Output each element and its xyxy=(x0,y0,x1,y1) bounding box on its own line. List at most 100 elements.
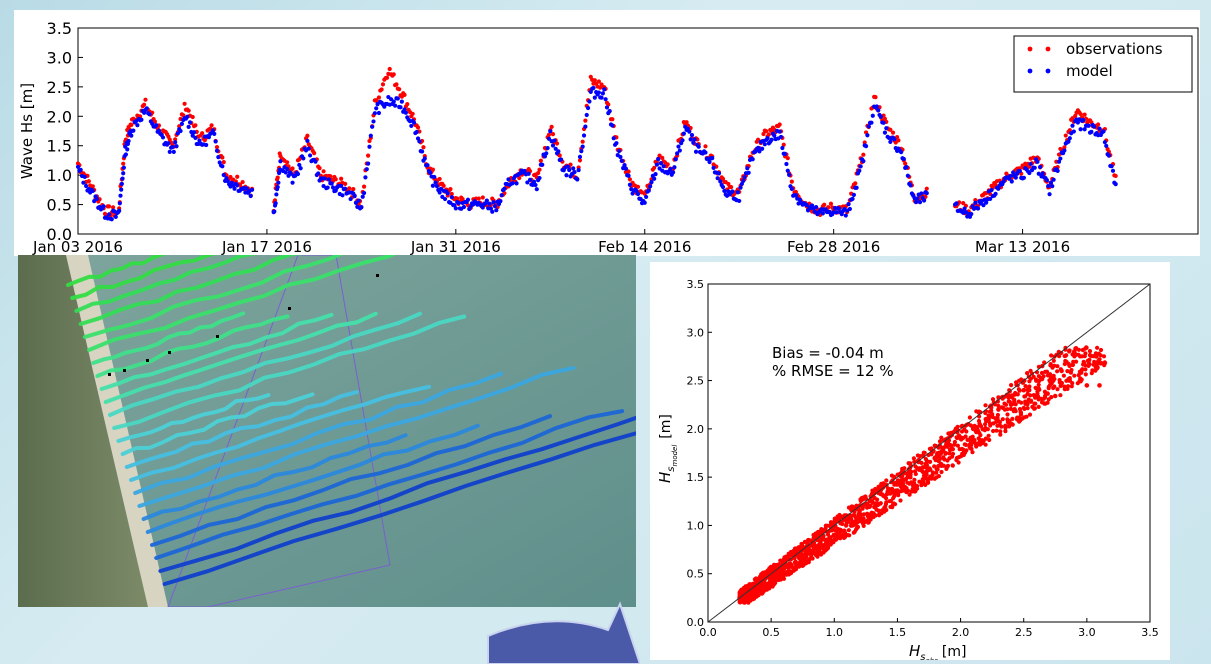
model-point xyxy=(921,198,927,203)
model-point xyxy=(996,186,1001,191)
legend-marker xyxy=(1045,46,1051,52)
data-point xyxy=(870,512,875,517)
legend-marker xyxy=(1045,68,1051,74)
model-point xyxy=(364,167,369,172)
data-point xyxy=(1022,406,1027,411)
model-point xyxy=(614,141,619,146)
model-point xyxy=(688,137,693,142)
model-point xyxy=(649,180,654,185)
model-point xyxy=(1056,159,1062,164)
model-point xyxy=(617,148,622,154)
model-point xyxy=(646,188,651,193)
model-point xyxy=(374,106,379,111)
model-point xyxy=(414,129,419,135)
model-point xyxy=(735,190,740,195)
data-point xyxy=(762,577,767,582)
model-point xyxy=(499,193,504,198)
land-area xyxy=(18,255,148,607)
data-point xyxy=(957,433,962,438)
data-point xyxy=(939,461,944,466)
observation-point xyxy=(376,95,382,100)
transect-line xyxy=(108,311,422,417)
model-point xyxy=(1113,181,1118,187)
data-point xyxy=(868,503,873,508)
model-point xyxy=(154,123,159,128)
data-point xyxy=(939,435,944,440)
observation-point xyxy=(592,78,597,83)
model-point xyxy=(585,105,591,111)
model-point xyxy=(777,129,782,134)
data-point xyxy=(759,572,764,577)
model-point xyxy=(339,183,344,189)
data-point xyxy=(1063,347,1068,352)
model-point xyxy=(75,164,81,169)
observation-point xyxy=(90,184,95,189)
data-point xyxy=(847,533,852,538)
model-point xyxy=(564,173,569,178)
model-point xyxy=(635,191,641,197)
model-point xyxy=(348,196,353,202)
model-point xyxy=(962,206,967,211)
data-point xyxy=(879,511,884,516)
model-point xyxy=(433,180,438,185)
model-point xyxy=(171,149,176,155)
model-point xyxy=(78,167,83,172)
data-point xyxy=(787,561,792,566)
model-point xyxy=(359,205,364,210)
data-point xyxy=(860,506,865,511)
model-point xyxy=(210,128,216,133)
data-point xyxy=(1025,402,1030,407)
data-point xyxy=(754,594,759,599)
observation-point xyxy=(627,177,633,182)
data-point xyxy=(983,422,988,427)
data-point xyxy=(801,547,806,552)
data-point xyxy=(932,455,938,460)
model-point xyxy=(687,129,692,134)
data-point xyxy=(1095,359,1100,364)
model-point xyxy=(675,151,680,156)
model-point xyxy=(591,85,596,91)
data-point xyxy=(945,444,950,449)
observation-point xyxy=(665,162,670,167)
data-point xyxy=(859,512,864,517)
model-point xyxy=(160,135,166,140)
model-point xyxy=(307,153,313,158)
aerial-map-image xyxy=(18,255,636,607)
data-point xyxy=(1083,367,1088,372)
data-point xyxy=(846,515,851,520)
model-point xyxy=(652,176,657,181)
model-point xyxy=(487,201,492,206)
data-point xyxy=(995,412,1000,418)
model-point xyxy=(778,134,784,140)
data-point xyxy=(995,399,1000,404)
model-point xyxy=(297,162,302,168)
observation-point xyxy=(896,138,901,143)
observation-point xyxy=(361,184,367,189)
data-point xyxy=(950,463,955,468)
observation-point xyxy=(703,144,708,149)
observation-point xyxy=(449,191,454,197)
data-point xyxy=(1027,412,1033,417)
observation-point xyxy=(554,141,560,146)
model-point xyxy=(119,187,124,192)
data-point xyxy=(1076,352,1081,357)
data-point xyxy=(1025,391,1030,396)
observation-point xyxy=(129,122,134,128)
legend-marker xyxy=(1027,68,1033,74)
data-point xyxy=(939,469,944,475)
model-point xyxy=(863,144,869,149)
model-point xyxy=(656,156,661,162)
data-point xyxy=(1087,357,1092,362)
data-point xyxy=(921,480,926,485)
observation-point xyxy=(961,200,966,206)
data-point xyxy=(937,439,943,444)
model-point xyxy=(434,184,440,189)
model-point xyxy=(185,114,190,119)
model-point xyxy=(718,179,723,184)
data-point xyxy=(1033,401,1038,406)
data-point xyxy=(804,554,809,560)
observation-point xyxy=(577,158,583,163)
model-point xyxy=(178,128,183,134)
data-point xyxy=(1092,359,1097,364)
model-point xyxy=(376,110,382,116)
